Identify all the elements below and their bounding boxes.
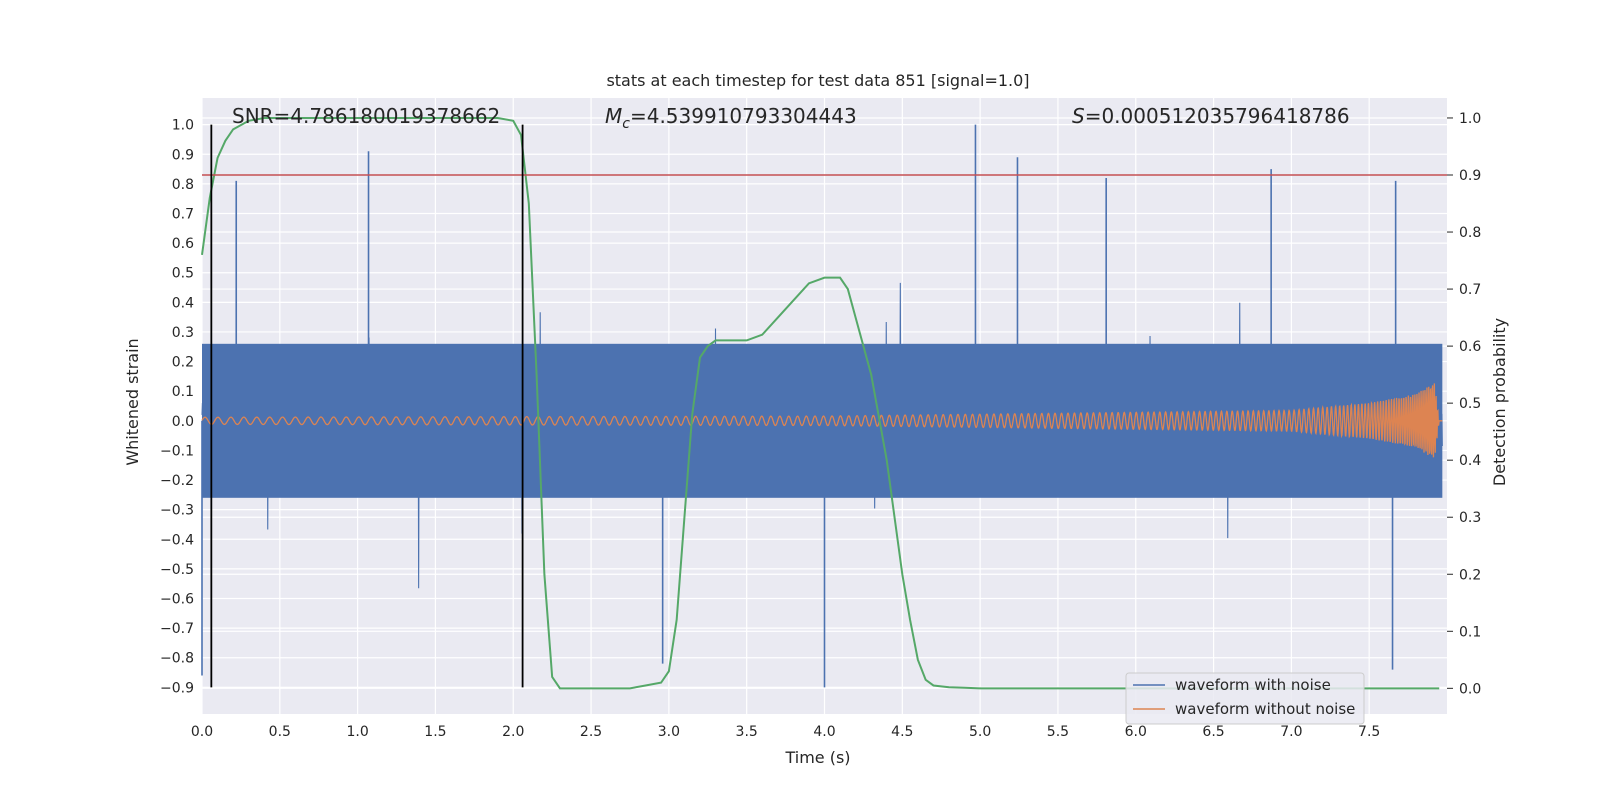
chart-title: stats at each timestep for test data 851… [606,71,1029,90]
y-tick-label-left: 0.0 [172,414,194,430]
chirp-mass-annotation: Mc=4.539910793304443 [605,104,857,132]
y-tick-label-left: −0.2 [160,473,194,489]
x-tick-label: 6.5 [1202,724,1224,740]
legend-entry-noise: waveform with noise [1175,676,1331,694]
y-tick-label-left: 0.6 [172,236,194,252]
x-tick-label: 0.0 [191,724,213,740]
y-tick-label-left: 1.0 [172,118,194,134]
y-tick-label-left: −0.1 [160,443,194,459]
y-tick-label-left: 0.2 [172,355,194,371]
y-tick-label-left: 0.9 [172,147,194,163]
y-tick-label-right: 0.0 [1459,681,1481,697]
s-symbol: S [1072,104,1085,128]
y-tick-label-right: 0.9 [1459,168,1481,184]
s-value: =0.000512035796418786 [1085,104,1350,128]
axes: 0.0 0.5 1.0 1.5 2.0 2.5 3.0 3.5 4.0 4.5 5.0 5.5 6.0 6… [160,111,1481,740]
x-tick-label: 1.0 [346,724,368,740]
y-tick-label-right: 1.0 [1459,111,1481,127]
x-tick-label: 5.5 [1047,724,1069,740]
chirp-mass-value: =4.539910793304443 [630,104,857,128]
y-tick-label-right: 0.4 [1459,453,1481,469]
x-tick-label: 6.0 [1125,724,1147,740]
y-tick-label-right: 0.8 [1459,225,1481,241]
s-annotation: S=0.000512035796418786 [1072,104,1350,128]
y-tick-label-left: −0.6 [160,592,194,608]
x-tick-label: 2.5 [580,724,602,740]
overlays [202,124,1447,688]
y-tick-label-left: 0.4 [172,295,194,311]
x-tick-label: 3.5 [736,724,758,740]
y-tick-label-left: 0.3 [172,325,194,341]
x-tick-label: 7.0 [1280,724,1302,740]
y-tick-label-right: 0.1 [1459,624,1481,640]
x-axis-label: Time (s) [784,748,850,767]
x-tick-label: 0.5 [269,724,291,740]
y-tick-label-left: −0.3 [160,503,194,519]
legend: waveform with noise waveform without noi… [1125,672,1365,725]
legend-box [1125,672,1365,725]
y-tick-label-left: −0.8 [160,651,194,667]
y-tick-label-right: 0.2 [1459,567,1481,583]
noise-core [202,343,1443,498]
chirp-mass-subscript: c [622,116,630,132]
x-tick-label: 3.0 [658,724,680,740]
y-tick-label-right: 0.7 [1459,282,1481,298]
x-tick-label: 2.0 [502,724,524,740]
y-tick-label-left: −0.9 [160,680,194,696]
y-tick-label-left: 0.1 [172,384,194,400]
clean-chirp-trace [201,383,1443,458]
x-tick-label: 4.5 [891,724,913,740]
y-tick-label-right: 0.6 [1459,339,1481,355]
y-tick-label-right: 0.5 [1459,396,1481,412]
snr-annotation: SNR=4.786180019378662 [232,104,500,128]
series-waveform-without-noise [201,383,1443,458]
y-tick-label-left: −0.4 [160,532,194,548]
x-tick-label: 4.0 [813,724,835,740]
y-tick-label-left: 0.5 [172,266,194,282]
y-axis-label-right: Detection probability [1490,318,1509,486]
y-tick-label-right: 0.3 [1459,510,1481,526]
y-tick-label-left: 0.7 [172,207,194,223]
y-tick-label-left: 0.8 [172,177,194,193]
series-detection-probability [201,116,1440,690]
y-axis-label-left: Whitened strain [123,338,142,465]
y-tick-label-left: −0.7 [160,621,194,637]
chirp-mass-symbol: M [605,104,622,128]
x-tick-label: 5.0 [969,724,991,740]
legend-entry-clean: waveform without noise [1175,700,1355,718]
x-tick-label: 7.5 [1358,724,1380,740]
y-tick-label-left: −0.5 [160,562,194,578]
x-tick-label: 1.5 [424,724,446,740]
detection-probability-line [201,116,1440,690]
